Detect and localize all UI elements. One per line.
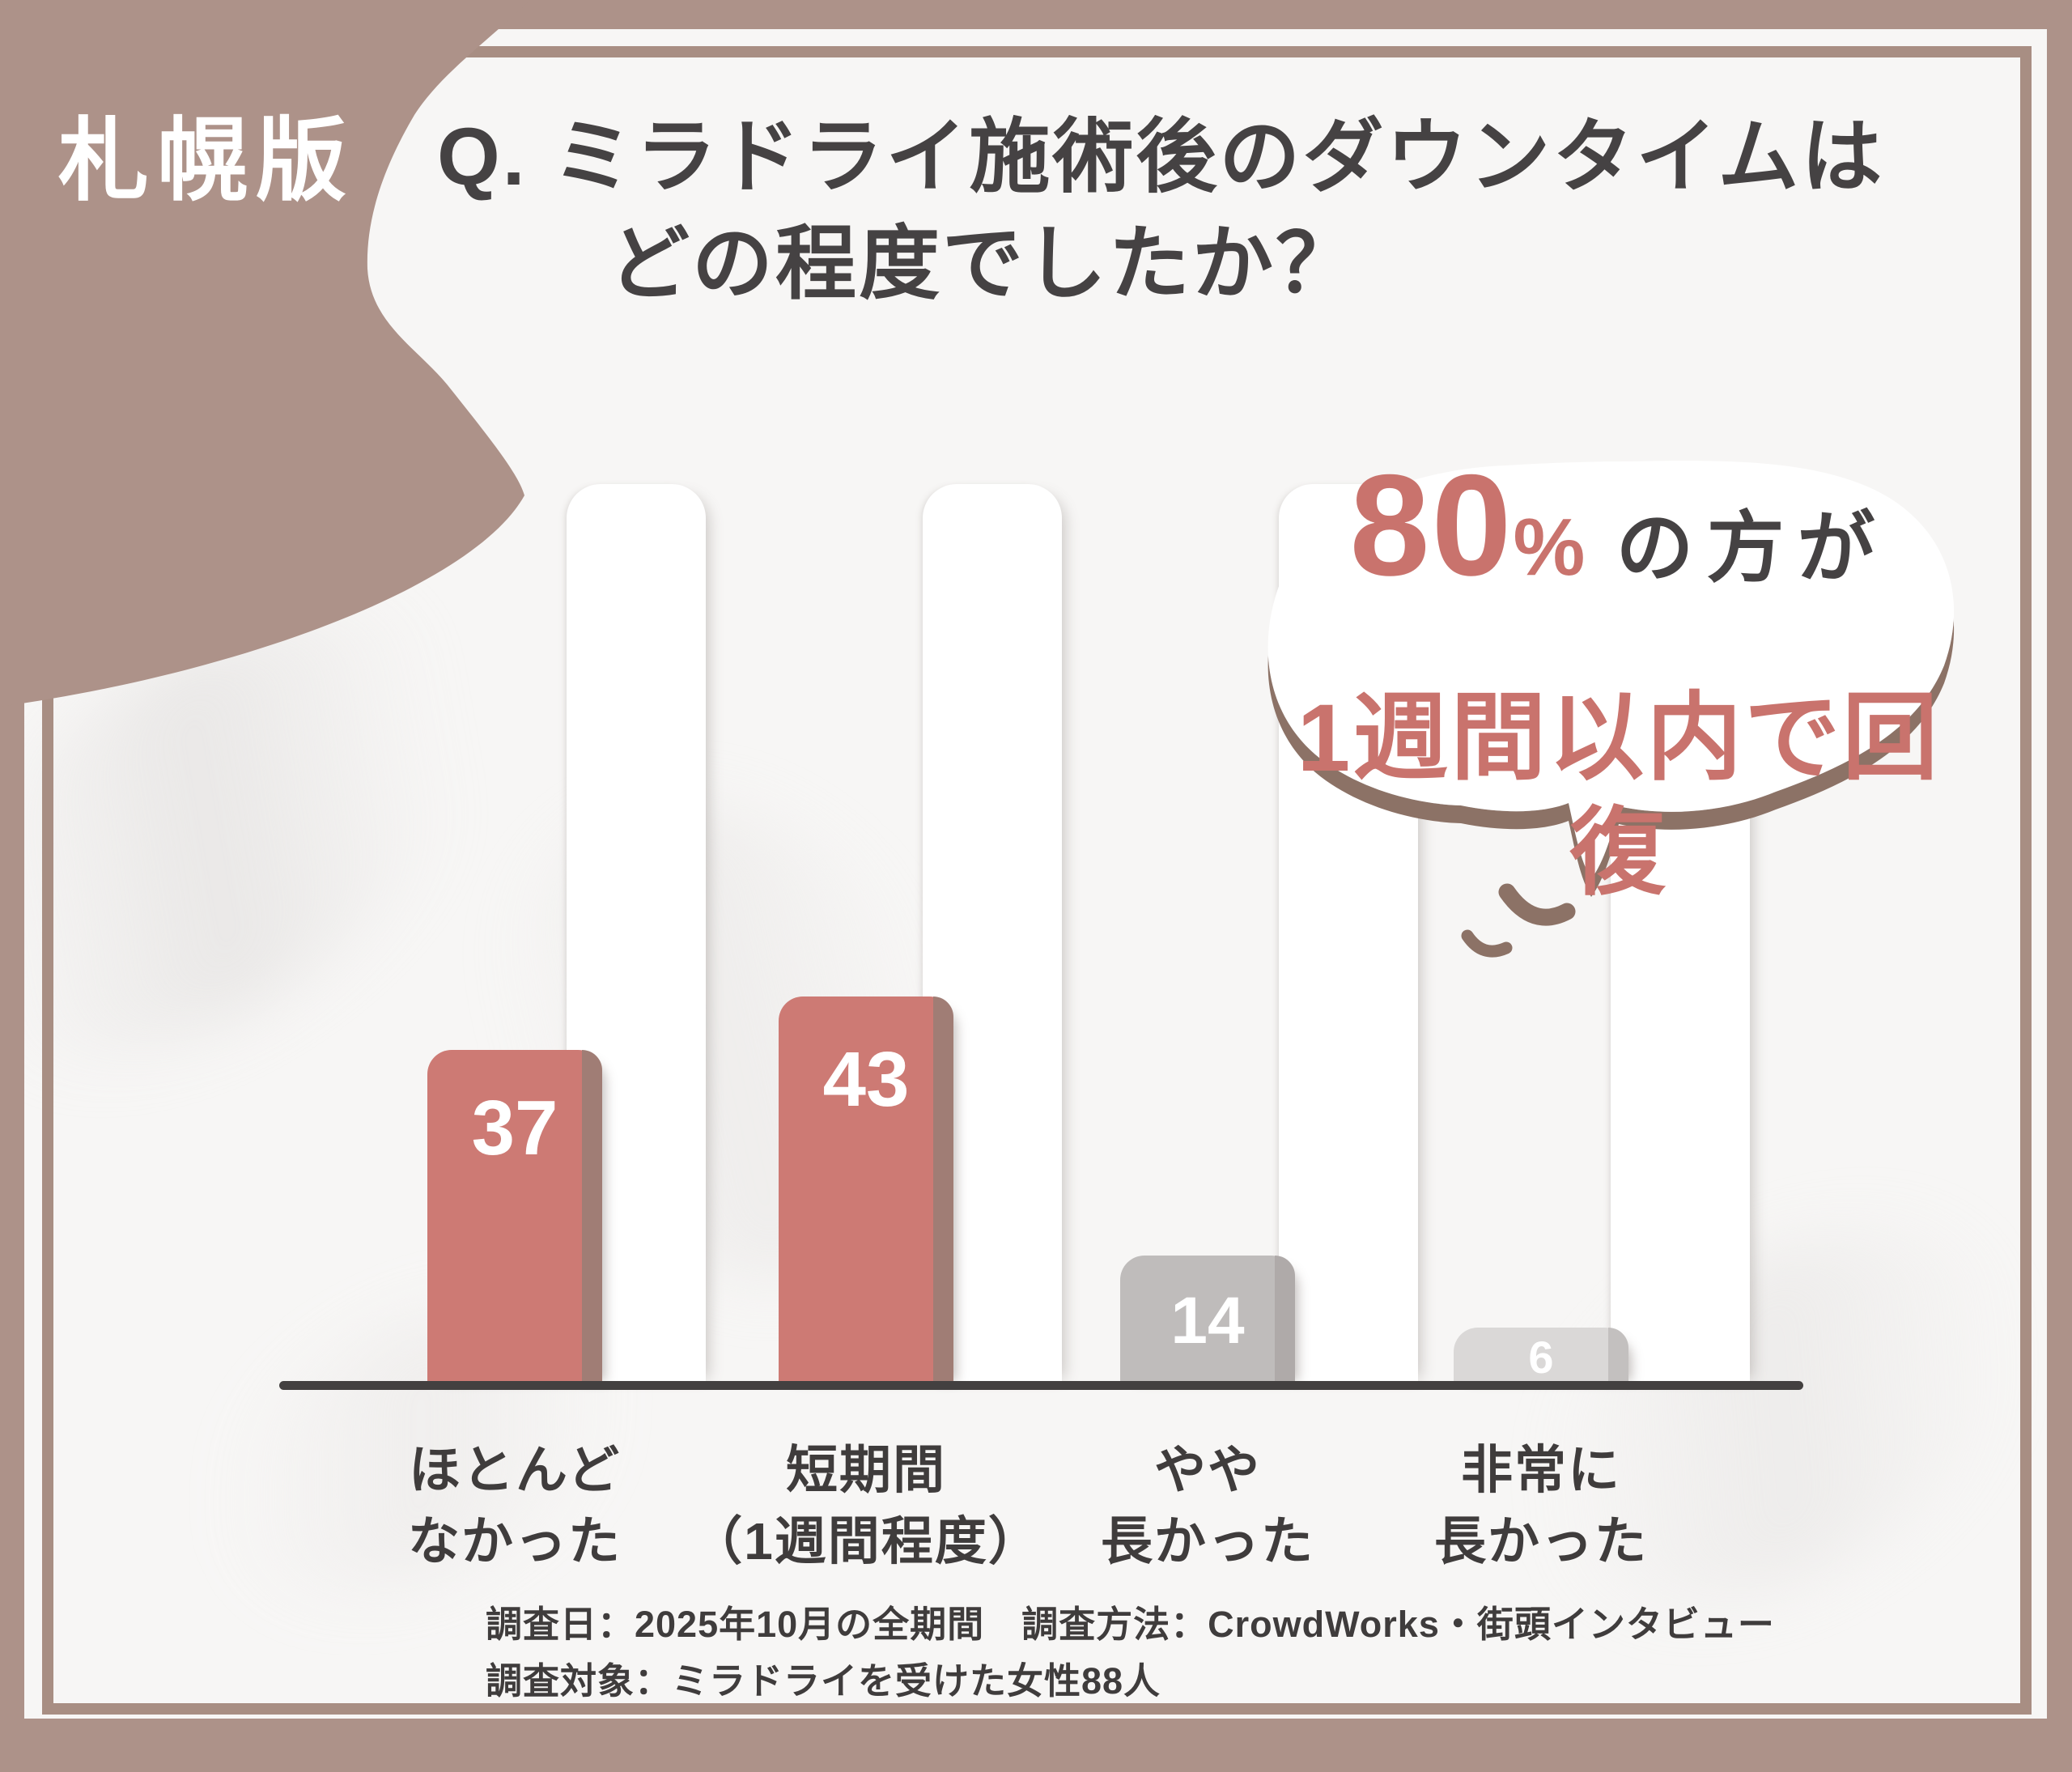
edition-badge: 札幌版 <box>58 110 355 211</box>
bar-tankikan: 43 <box>779 996 953 1381</box>
x-axis-line <box>279 1381 1803 1390</box>
survey-notes: 調査日：2025年10月の全期間 調査方法：CrowdWorks・街頭インタビュ… <box>486 1596 1775 1710</box>
bar-shadow-band <box>1275 1256 1295 1381</box>
bar-hotondo-nakatta: 37 <box>427 1050 602 1381</box>
bar-value-label: 6 <box>1528 1332 1554 1383</box>
bar-value-label: 14 <box>1170 1284 1245 1358</box>
survey-note-line2: 調査対象：ミラドライを受けた女性88人 <box>486 1659 1161 1702</box>
survey-note-line1: 調査日：2025年10月の全期間 調査方法：CrowdWorks・街頭インタビュ… <box>486 1604 1775 1645</box>
percent-sign: % <box>1513 502 1586 593</box>
title-line2: どの程度でしたか？ <box>609 219 1359 309</box>
page-title: Q. ミラドライ施術後のダウンタイムは どの程度でしたか？ <box>437 104 1884 317</box>
category-label: 短期間 （1週間程度） <box>690 1441 1042 1571</box>
bar-yaya-nagakatta: 14 <box>1120 1256 1295 1381</box>
category-label: やや 長かった <box>1101 1441 1314 1571</box>
face-crescent-icon <box>1461 929 1513 958</box>
bubble-message: 1週間以内で回復 <box>1297 685 1941 907</box>
stat-suffix: の方が <box>1616 505 1888 592</box>
speech-bubble <box>1267 461 1955 958</box>
bar-hijouni-nagakatta: 6 <box>1454 1328 1628 1383</box>
title-line1: Q. ミラドライ施術後のダウンタイムは <box>437 112 1885 202</box>
bar-value-label: 37 <box>471 1085 558 1171</box>
bar-value-label: 43 <box>822 1036 910 1123</box>
bubble-stat-line: 80% の方が <box>1279 453 1959 597</box>
bubble-body <box>1267 461 1955 879</box>
stat-number: 80 <box>1349 444 1514 606</box>
face-crescent-icon <box>1498 883 1576 926</box>
category-label: 非常に 長かった <box>1434 1441 1648 1571</box>
